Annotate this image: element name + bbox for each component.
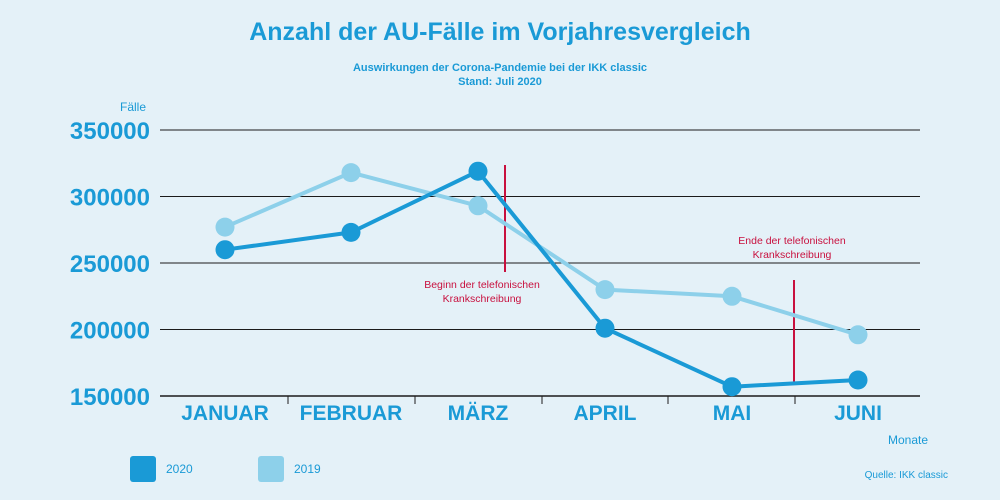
chart-subtitle: Auswirkungen der Corona-Pandemie bei der…: [352, 62, 648, 74]
data-point-2019: [595, 280, 615, 300]
legend-label-2020: 2020: [166, 462, 193, 476]
data-point-2019: [722, 286, 742, 306]
data-point-2020: [722, 377, 742, 397]
x-tick-label: MAI: [713, 402, 752, 425]
legend-item-2020: 2020: [130, 456, 193, 482]
grid-lines: [160, 129, 920, 404]
legend-label-2019: 2019: [294, 462, 321, 476]
data-point-2019: [468, 196, 488, 216]
data-point-2019: [341, 163, 361, 183]
data-point-2020: [215, 240, 235, 260]
series-line-2020: [224, 169, 859, 389]
data-point-2019: [848, 325, 868, 345]
data-point-2019: [215, 217, 235, 237]
y-tick-label: 300000: [70, 185, 150, 212]
chart-title: Anzahl der AU-Fälle im Vorjahresvergleic…: [249, 18, 751, 46]
data-point-2020: [341, 222, 361, 242]
y-tick-labels: 150000 200000 250000 300000 350000: [70, 118, 150, 411]
data-point-2020: [848, 370, 868, 390]
source-note: Quelle: IKK classic: [864, 470, 948, 481]
y-tick-label: 200000: [70, 318, 150, 345]
x-tick-labels: JANUAR FEBRUAR MÄRZ APRIL MAI JUNI: [181, 402, 882, 425]
y-tick-label: 250000: [70, 251, 150, 278]
x-tick-label: FEBRUAR: [300, 402, 403, 425]
x-tick-label: APRIL: [574, 402, 637, 425]
annotation-text: Krankschreibung: [753, 249, 832, 261]
x-tick-label: MÄRZ: [448, 402, 509, 425]
legend-swatch-2019: [258, 456, 284, 482]
annotations: Beginn der telefonischen Krankschreibung E…: [424, 165, 846, 384]
series-layer: [215, 161, 868, 397]
legend-swatch-2020: [130, 456, 156, 482]
y-tick-label: 350000: [70, 118, 150, 145]
chart-date-note: Stand: Juli 2020: [458, 76, 542, 88]
y-tick-label: 150000: [70, 384, 150, 411]
annotation-text: Ende der telefonischen: [738, 235, 846, 247]
annotation-text: Beginn der telefonischen: [424, 279, 540, 291]
x-tick-label: JANUAR: [181, 402, 269, 425]
annotation-text: Krankschreibung: [443, 293, 522, 305]
x-tick-label: JUNI: [834, 402, 882, 425]
data-point-2020: [595, 318, 615, 338]
legend-item-2019: 2019: [258, 456, 321, 482]
x-axis-label: Monate: [888, 433, 928, 447]
y-axis-label: Fälle: [120, 100, 146, 114]
data-point-2020: [468, 161, 488, 181]
